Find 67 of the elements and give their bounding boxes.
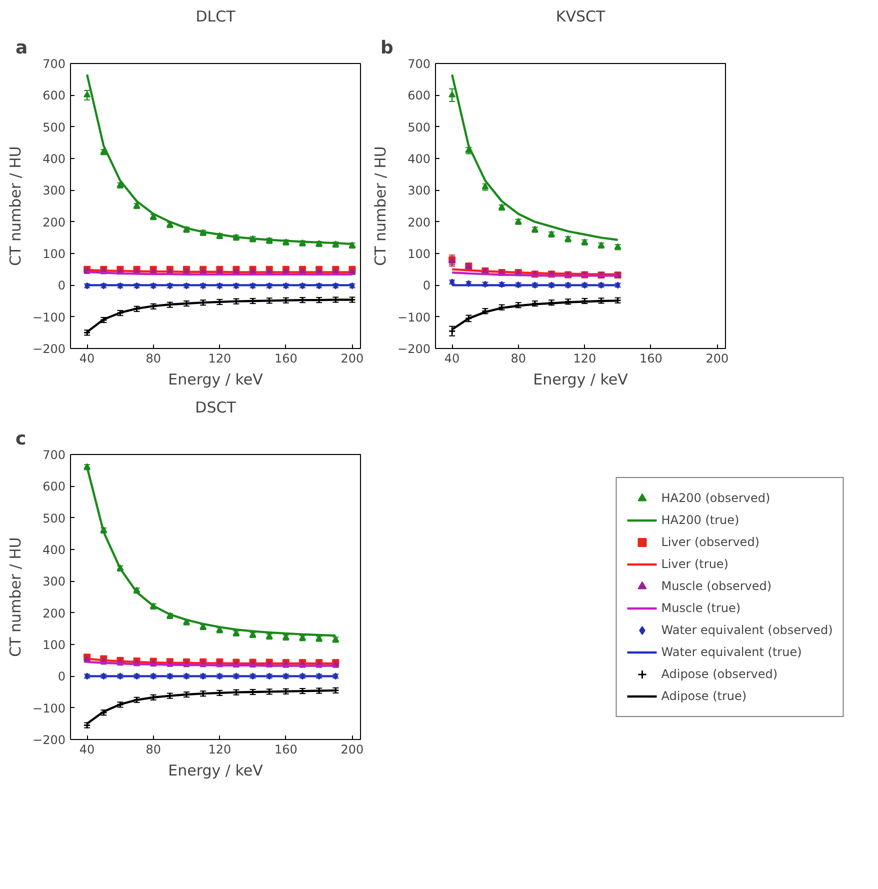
y-tick-label: 100: [42, 638, 66, 652]
text: a: [16, 38, 28, 58]
y-axis-title: CT number / HU: [6, 146, 25, 266]
y-tick-label: −100: [32, 701, 66, 716]
text: c: [16, 428, 26, 450]
y-tick-label: 500: [42, 120, 66, 134]
y-tick-label: 700: [42, 57, 66, 71]
x-tick-label: 160: [274, 742, 298, 756]
legend-label: Water equivalent (true): [661, 644, 802, 658]
y-tick-label: 0: [422, 278, 431, 293]
x-tick-label: 120: [208, 352, 232, 366]
y-tick-label: 700: [42, 448, 66, 462]
x-tick-label: 40: [79, 742, 95, 756]
x-axis-title: Energy / keV: [533, 370, 629, 388]
x-tick-label: 80: [146, 352, 162, 366]
y-tick-label: 400: [42, 152, 66, 166]
text: b: [380, 38, 394, 58]
y-tick-label: −100: [398, 310, 431, 324]
y-tick-label: 0: [58, 278, 66, 293]
y-tick-label: 200: [42, 215, 66, 230]
legend-label: Water equivalent (observed): [661, 622, 833, 636]
x-tick-label: 200: [706, 352, 729, 366]
x-tick-label: 40: [444, 352, 460, 366]
y-axis-title: CT number / HU: [6, 537, 25, 657]
y-tick-label: 400: [408, 152, 430, 166]
y-tick-label: 100: [408, 247, 430, 261]
y-axis-title: CT number / HU: [372, 146, 390, 266]
y-tick-label: 200: [408, 215, 430, 230]
legend-label: Adipose (observed): [661, 666, 778, 680]
y-tick-label: 400: [42, 543, 66, 557]
y-tick-label: 300: [42, 184, 66, 198]
y-tick-label: 300: [42, 574, 66, 589]
y-tick-label: −200: [32, 342, 66, 356]
y-tick-label: 500: [408, 120, 430, 134]
x-tick-label: 160: [639, 352, 662, 366]
x-tick-label: 200: [340, 742, 364, 756]
y-tick-label: 700: [408, 57, 430, 71]
legend-label: Liver (observed): [661, 534, 760, 548]
y-tick-label: 100: [42, 247, 66, 261]
legend-label: Muscle (observed): [661, 578, 772, 592]
x-axis-title: Energy / keV: [168, 762, 264, 780]
legend-label: Liver (true): [661, 556, 728, 570]
legend-label: HA200 (observed): [661, 490, 770, 504]
y-tick-label: 600: [42, 88, 66, 103]
x-tick-label: 160: [274, 352, 298, 366]
chart-title: DLCT: [196, 8, 236, 26]
x-tick-label: 80: [510, 352, 526, 366]
y-tick-label: −200: [398, 342, 431, 356]
chart-title: KVSCT: [556, 8, 606, 26]
chart-title: DSCT: [195, 398, 237, 416]
y-tick-label: −200: [32, 733, 66, 747]
y-tick-label: 0: [58, 670, 66, 684]
x-tick-label: 120: [573, 352, 596, 366]
x-tick-label: 200: [340, 352, 364, 366]
y-tick-label: 200: [42, 606, 66, 620]
y-tick-label: 300: [408, 184, 430, 198]
y-tick-label: −100: [32, 310, 66, 324]
x-tick-label: 120: [208, 742, 232, 756]
y-tick-label: 600: [42, 480, 66, 494]
y-tick-label: 500: [42, 511, 66, 526]
x-tick-label: 80: [146, 742, 162, 756]
x-tick-label: 40: [79, 352, 95, 366]
x-axis-title: Energy / keV: [168, 370, 264, 388]
y-tick-label: 600: [408, 88, 430, 103]
legend-label: Adipose (true): [661, 688, 747, 702]
legend-label: Muscle (true): [661, 600, 741, 614]
legend-label: HA200 (true): [661, 512, 740, 526]
